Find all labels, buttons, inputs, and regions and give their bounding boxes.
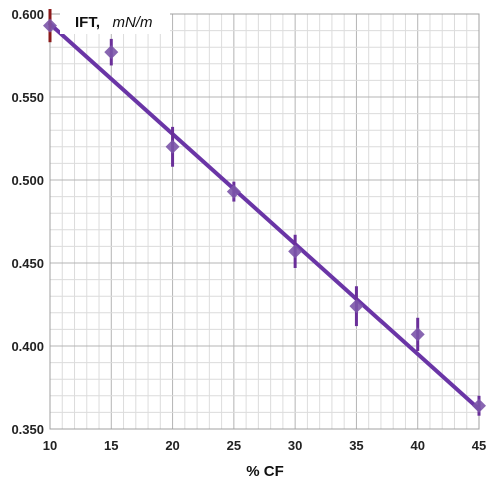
data-point-marker bbox=[410, 327, 425, 342]
x-tick-label: 35 bbox=[349, 438, 363, 453]
plot-frame bbox=[49, 13, 480, 430]
y-axis-label-background bbox=[60, 8, 170, 34]
y-tick-label: 0.450 bbox=[11, 256, 44, 271]
y-tick-label: 0.600 bbox=[11, 7, 44, 22]
y-axis-label-unit: mN/m bbox=[112, 14, 152, 31]
x-tick-label: 15 bbox=[104, 438, 118, 453]
x-axis-label: % CF bbox=[246, 463, 284, 480]
y-tick-label: 0.400 bbox=[11, 339, 44, 354]
y-tick-labels: 0.350 0.400 0.450 0.500 0.550 0.600 bbox=[11, 7, 44, 437]
x-tick-label: 30 bbox=[288, 438, 302, 453]
y-tick-label: 0.500 bbox=[11, 173, 44, 188]
x-tick-label: 25 bbox=[227, 438, 241, 453]
data-points bbox=[43, 18, 486, 413]
data-point-marker bbox=[43, 18, 57, 33]
x-tick-label: 40 bbox=[410, 438, 424, 453]
x-tick-labels: 10 15 20 25 30 35 40 45 bbox=[43, 438, 486, 453]
data-point-marker bbox=[165, 139, 180, 154]
y-axis-label-main: IFT, bbox=[75, 14, 100, 31]
data-point-marker bbox=[349, 299, 364, 314]
trendline bbox=[48, 21, 481, 412]
x-tick-label: 20 bbox=[165, 438, 179, 453]
y-tick-label: 0.350 bbox=[11, 422, 44, 437]
data-point-marker bbox=[288, 244, 303, 259]
data-point-marker bbox=[226, 184, 241, 199]
data-point-marker bbox=[104, 45, 119, 60]
trendline-group bbox=[48, 21, 481, 412]
y-axis-label: IFT, mN/m bbox=[75, 14, 152, 31]
data-point-marker bbox=[472, 398, 486, 413]
x-tick-label: 45 bbox=[472, 438, 486, 453]
x-tick-label: 10 bbox=[43, 438, 57, 453]
y-tick-label: 0.550 bbox=[11, 90, 44, 105]
